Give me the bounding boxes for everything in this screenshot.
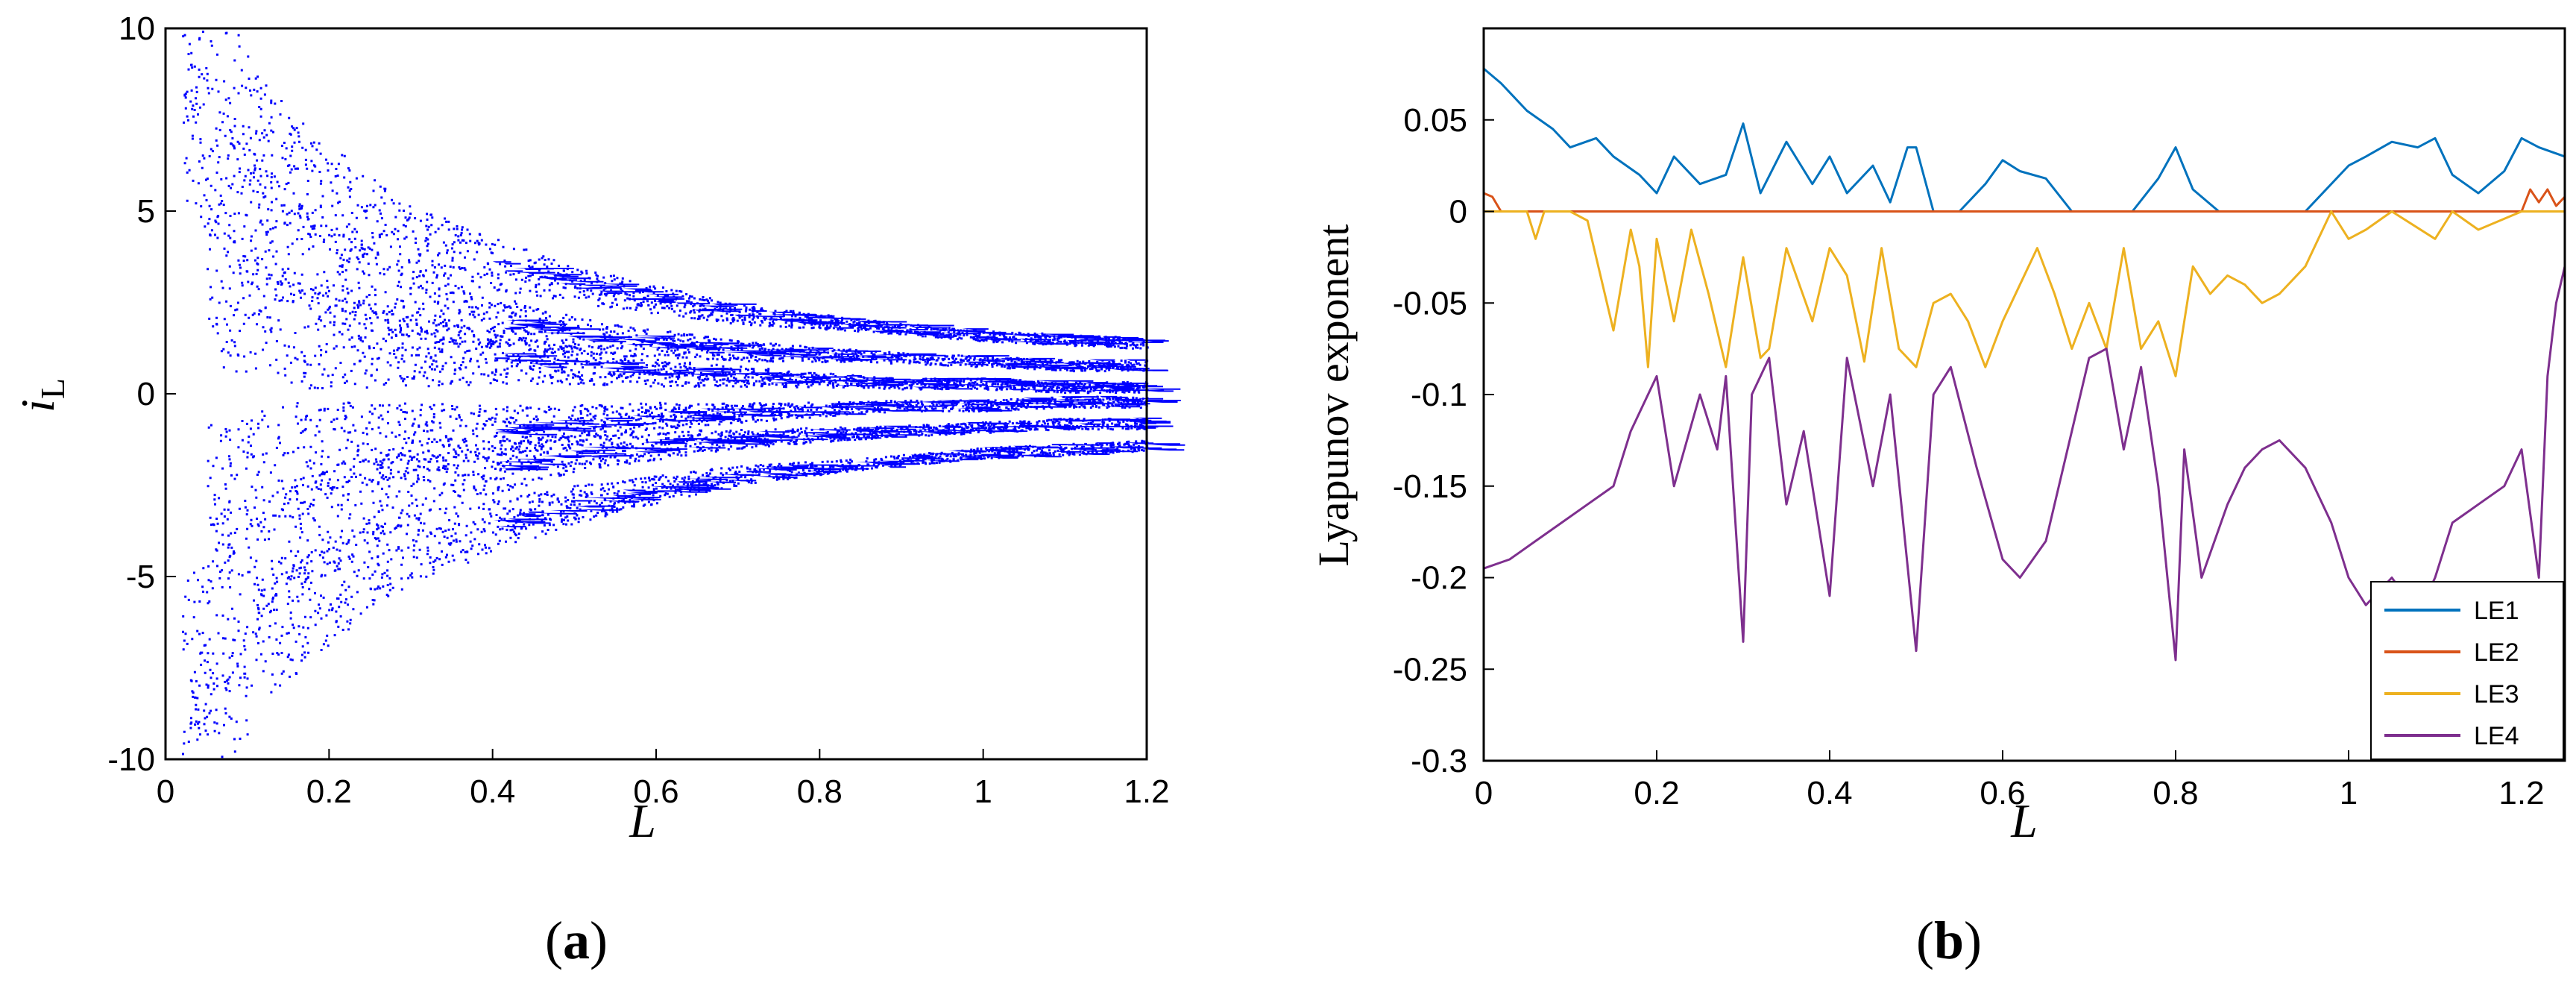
b-y-tick-label: -0.05 [1393,285,1467,321]
a-x-tick-label: 0 [157,773,174,810]
b-legend: LE1 LE2 LE3 LE4 [2370,581,2564,760]
a-y-ticks: -10 -5 0 5 10 [107,10,176,778]
b-y-tick-label: -0.1 [1411,377,1467,413]
b-y-tick-label: -0.3 [1411,743,1467,779]
a-y-tick-label: 0 [137,376,155,412]
b-y-tick-label: 0.05 [1403,102,1467,139]
svg-text:iL: iL [11,378,72,412]
panel-b-lyapunov-exponents: 0 0.2 0.4 0.6 0.8 1 1.2 0.05 0 -0.05 -0.1 -0.15 -0.… [1309,27,2566,970]
b-legend-label-le4: LE4 [2474,722,2519,750]
b-series-line-le1 [1483,67,2566,213]
b-subfigure-label: (b) [1916,911,1982,970]
a-y-label-main: i [11,399,64,412]
a-x-tick-label: 0.2 [306,773,352,810]
a-scatter-points [182,31,1185,759]
a-y-label-sub: L [34,378,72,399]
b-x-tick-label: 0.6 [1980,775,2025,811]
b-legend-label-le3: LE3 [2474,680,2519,709]
a-x-tick-label: 1.2 [1124,773,1169,810]
a-y-tick-label: -5 [126,559,155,595]
b-y-tick-label: -0.2 [1411,560,1467,597]
b-x-tick-label: 1.2 [2498,775,2544,811]
b-x-tick-label: 0 [1475,775,1493,811]
b-y-tick-label: -0.15 [1393,468,1467,505]
a-scatter-dots [182,31,1185,759]
a-y-tick-label: 10 [119,10,155,47]
b-legend-label-le1: LE1 [2474,597,2519,625]
a-x-tick-label: 0.4 [470,773,515,810]
a-y-tick-label: 5 [137,193,155,230]
a-x-ticks: 0 0.2 0.4 0.6 0.8 1 1.2 [157,749,1170,810]
a-x-tick-label: 1 [974,773,992,810]
a-x-tick-label: 0.6 [633,773,678,810]
b-y-ticks: 0.05 0 -0.05 -0.1 -0.15 -0.2 -0.25 -0.3 [1393,102,1494,779]
b-x-tick-label: 1 [2340,775,2358,811]
a-x-axis-label: L [629,794,656,847]
b-legend-label-le2: LE2 [2474,638,2519,667]
b-x-tick-label: 0.4 [1807,775,1852,811]
b-x-ticks: 0 0.2 0.4 0.6 0.8 1 1.2 [1475,750,2545,811]
b-y-axis-label: Lyapunov exponent [1309,224,1358,566]
b-series-line-le2 [1483,188,2566,213]
b-series-line-le3 [1484,210,2565,377]
b-series-lines [1483,67,2566,662]
a-plot-frame [164,27,1148,761]
a-subfigure-label: (a) [545,911,608,970]
a-y-tick-label: -10 [107,741,155,778]
a-y-axis-label: iL [11,378,72,412]
b-y-tick-label: 0 [1449,194,1467,230]
b-x-tick-label: 0.8 [2153,775,2198,811]
b-x-tick-label: 0.2 [1634,775,1679,811]
b-y-tick-label: -0.25 [1393,651,1467,688]
a-x-tick-label: 0.8 [797,773,843,810]
b-x-axis-label: L [2010,794,2038,847]
b-legend-box [2370,581,2564,760]
